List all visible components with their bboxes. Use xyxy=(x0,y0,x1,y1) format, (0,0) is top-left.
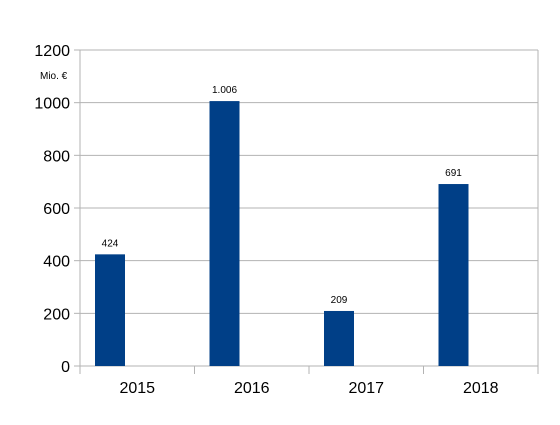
y-tick-label: 400 xyxy=(43,254,70,271)
labels: 0 200 400 600 800 1000 1200 424 2015 1.006 2016 209… xyxy=(34,43,498,397)
data-label-2018: 691 xyxy=(445,168,462,179)
data-label-2016: 1.006 xyxy=(212,85,237,96)
bars xyxy=(95,101,469,366)
data-label-2015: 424 xyxy=(102,238,119,249)
bar-2018 xyxy=(438,184,469,366)
y-tick-label: 1200 xyxy=(34,43,70,60)
x-tick-label-2018: 2018 xyxy=(463,380,499,397)
x-tick-label-2017: 2017 xyxy=(348,380,384,397)
y-tick-label: 0 xyxy=(61,359,70,376)
y-unit-label: Mio. € xyxy=(40,71,68,82)
gridlines xyxy=(80,49,538,367)
bar-2017 xyxy=(324,310,354,366)
x-tick-label-2015: 2015 xyxy=(119,380,155,397)
y-tick-label: 600 xyxy=(43,201,70,218)
y-tick-label: 800 xyxy=(43,148,70,165)
bar-2015 xyxy=(95,254,125,366)
y-tick-label: 1000 xyxy=(34,96,70,113)
axes xyxy=(74,49,539,374)
bar-2016 xyxy=(209,101,240,366)
x-tick-label-2016: 2016 xyxy=(234,380,270,397)
data-label-2017: 209 xyxy=(331,295,348,306)
y-tick-label: 200 xyxy=(43,306,70,323)
